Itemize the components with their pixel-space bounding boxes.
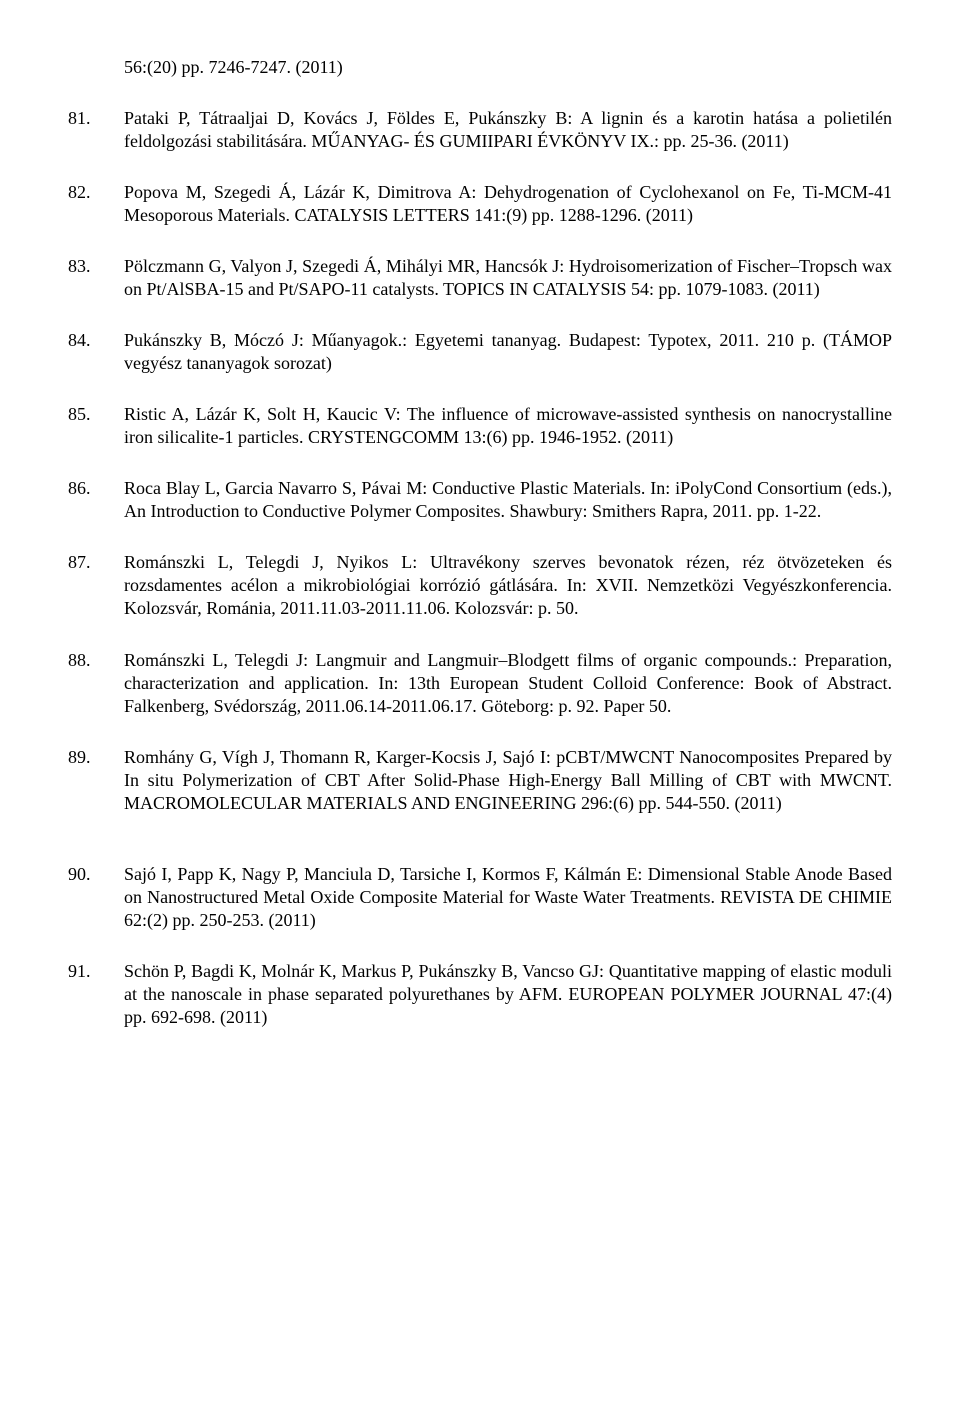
reference-item: Románszki L, Telegdi J: Langmuir and Lan… <box>68 649 892 718</box>
reference-item: Romhány G, Vígh J, Thomann R, Karger-Koc… <box>68 746 892 815</box>
reference-item: Ristic A, Lázár K, Solt H, Kaucic V: The… <box>68 403 892 449</box>
reference-item: Románszki L, Telegdi J, Nyikos L: Ultrav… <box>68 551 892 620</box>
reference-item: Pukánszky B, Móczó J: Műanyagok.: Egyete… <box>68 329 892 375</box>
reference-item: Pataki P, Tátraaljai D, Kovács J, Földes… <box>68 107 892 153</box>
reference-item: Sajó I, Papp K, Nagy P, Manciula D, Tars… <box>68 863 892 932</box>
reference-list: Pataki P, Tátraaljai D, Kovács J, Földes… <box>68 107 892 1029</box>
reference-item: Pölczmann G, Valyon J, Szegedi Á, Mihály… <box>68 255 892 301</box>
reference-item: Schön P, Bagdi K, Molnár K, Markus P, Pu… <box>68 960 892 1029</box>
reference-item: Popova M, Szegedi Á, Lázár K, Dimitrova … <box>68 181 892 227</box>
continuation-fragment: 56:(20) pp. 7246-7247. (2011) <box>124 56 892 79</box>
reference-item: Roca Blay L, Garcia Navarro S, Pávai M: … <box>68 477 892 523</box>
